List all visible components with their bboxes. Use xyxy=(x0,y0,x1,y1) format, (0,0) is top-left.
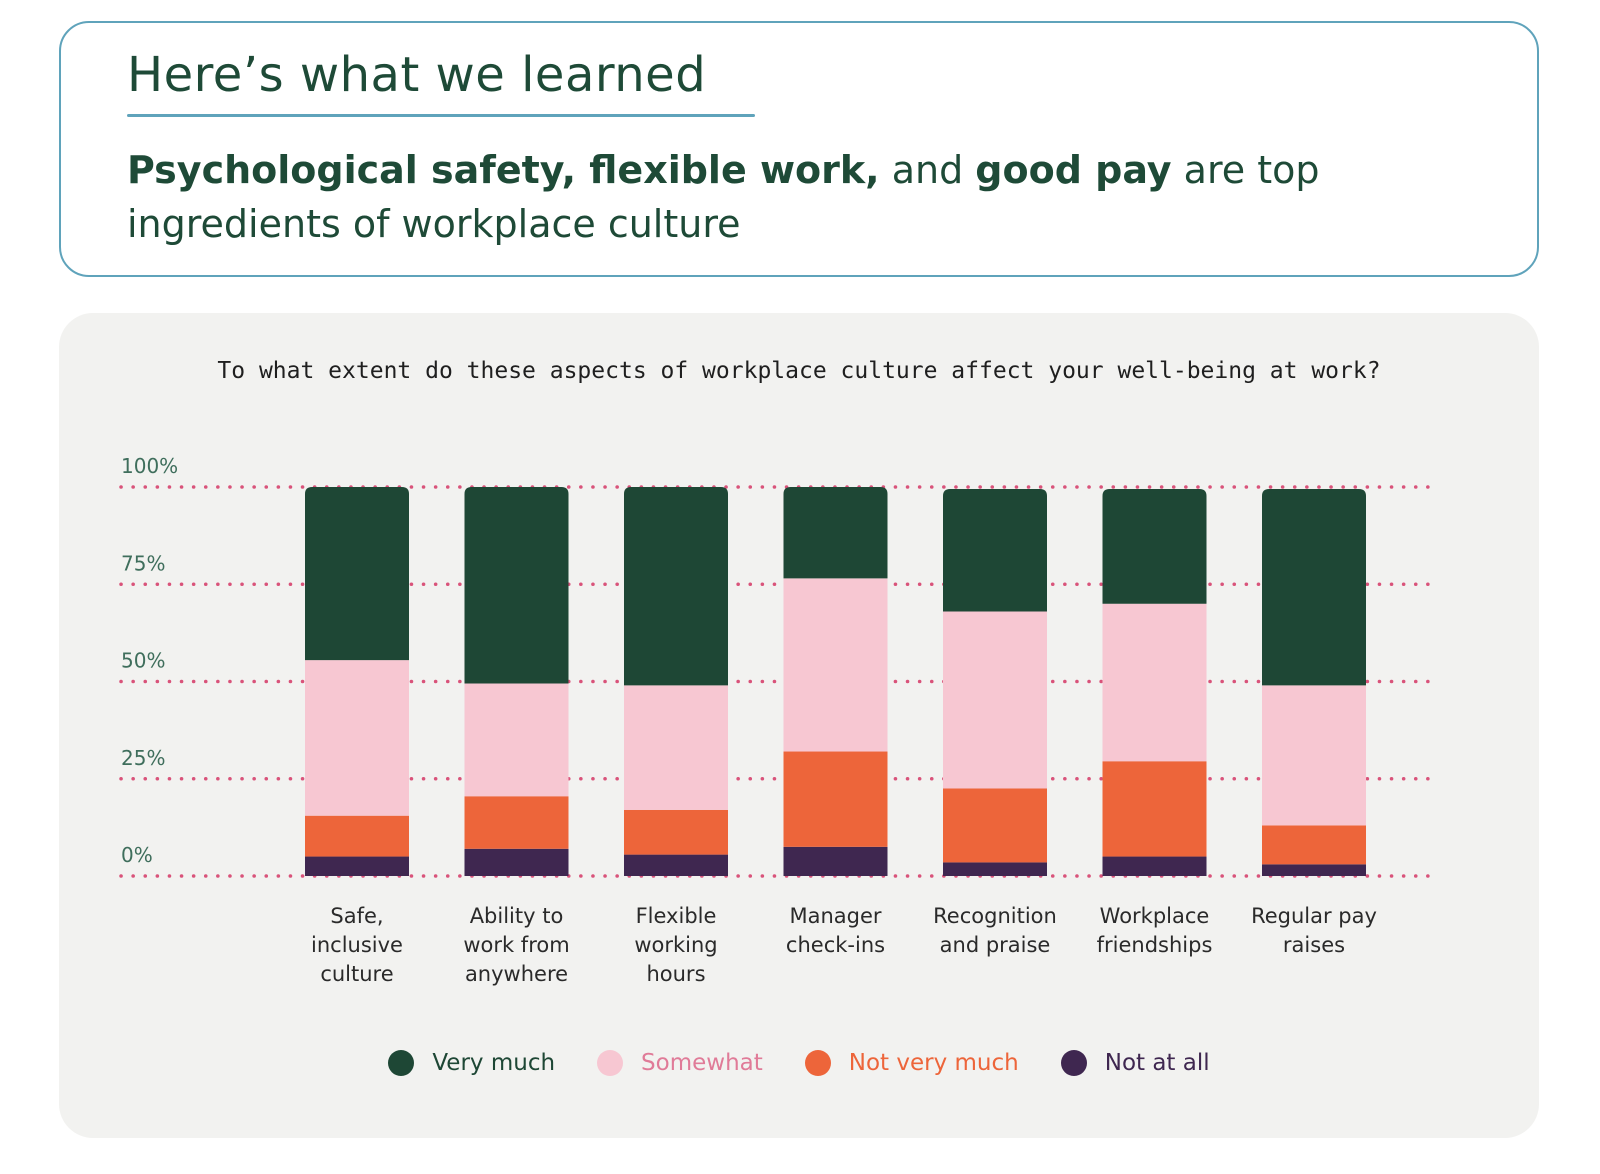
legend-label: Somewhat xyxy=(641,1050,763,1076)
page-subtitle: Psychological safety, flexible work, and… xyxy=(127,143,1537,251)
x-tick-label: Manager check-ins xyxy=(786,904,885,957)
bar-segment xyxy=(783,751,888,847)
legend-item: Very much xyxy=(388,1050,555,1076)
x-tick-label-line: Ability to xyxy=(470,904,564,928)
y-tick-label: 25% xyxy=(121,746,165,770)
x-tick-label-line: check-ins xyxy=(786,933,885,957)
chart-card: To what extent do these aspects of workp… xyxy=(59,313,1539,1138)
bar-segment xyxy=(1262,825,1366,865)
y-tick-label: 0% xyxy=(121,843,153,867)
x-tick-label: Regular pay raises xyxy=(1251,904,1377,957)
bar-segment xyxy=(624,487,728,686)
bar-segment xyxy=(464,848,569,876)
bar-segment xyxy=(624,809,728,855)
x-tick-label-line: working xyxy=(634,933,717,957)
bar-segment xyxy=(1102,488,1207,604)
x-tick-label-line: work from xyxy=(463,933,569,957)
bar-segment xyxy=(464,683,569,797)
x-tick-label-line: raises xyxy=(1283,933,1345,957)
x-tick-label-line: culture xyxy=(320,962,393,986)
bar-segment xyxy=(1102,761,1207,857)
bar-segment xyxy=(783,578,888,752)
legend-swatch xyxy=(388,1050,415,1076)
y-tick-label: 100% xyxy=(121,454,178,478)
bar-segment xyxy=(783,846,888,876)
bar-segment xyxy=(1262,864,1366,876)
legend-swatch xyxy=(1060,1050,1087,1076)
bar-segment xyxy=(783,487,888,579)
bar-segment xyxy=(624,854,728,876)
x-tick-label-line: friendships xyxy=(1097,933,1213,957)
header-card: Here’s what we learned Psychological saf… xyxy=(59,21,1539,277)
bar-segment xyxy=(1262,685,1366,826)
subtitle-regular-1: and xyxy=(879,148,976,192)
bar-segment xyxy=(1262,488,1366,686)
x-tick-label: Safe, inclusive culture xyxy=(311,904,403,986)
y-tick-label: 75% xyxy=(121,551,165,575)
x-tick-label: Recognition and praise xyxy=(933,904,1057,957)
stacked-bar-chart: 0% 25% 50% 75% 100% Safe, inclusive culture Abil… xyxy=(119,454,1433,986)
x-tick-label: Flexible working hours xyxy=(634,904,717,986)
legend-swatch xyxy=(597,1050,624,1076)
legend-label: Not at all xyxy=(1104,1050,1210,1076)
x-tick-label-line: hours xyxy=(646,962,705,986)
legend-label: Very much xyxy=(432,1050,556,1076)
x-tick-label-line: Flexible xyxy=(636,904,717,928)
subtitle-bold-1: Psychological safety, flexible work, xyxy=(127,148,880,192)
legend-item: Not very much xyxy=(804,1050,1019,1076)
bar-segment xyxy=(943,862,1047,876)
bar-segment xyxy=(943,488,1047,612)
bar-segment xyxy=(624,685,728,810)
legend-swatch xyxy=(804,1050,831,1076)
legend-item: Not at all xyxy=(1060,1050,1210,1076)
bar-segment xyxy=(305,856,409,876)
bar-segment xyxy=(305,487,409,661)
legend-item: Somewhat xyxy=(597,1050,763,1076)
bar-segment xyxy=(1102,603,1207,762)
y-tick-label: 50% xyxy=(121,649,165,673)
bar-segment xyxy=(464,487,569,684)
bar-segment xyxy=(943,611,1047,789)
x-tick-label-line: Safe, xyxy=(330,904,383,928)
bar-segment xyxy=(305,660,409,816)
chart-title: To what extent do these aspects of workp… xyxy=(217,358,1381,384)
x-tick-label-line: and praise xyxy=(940,933,1051,957)
x-tick-label-line: Workplace xyxy=(1100,904,1210,928)
title-underline xyxy=(127,114,755,117)
page-title: Here’s what we learned xyxy=(127,47,707,103)
subtitle-bold-2: good pay xyxy=(975,148,1172,192)
legend-label: Not very much xyxy=(848,1050,1019,1076)
x-tick-label-line: Manager xyxy=(789,904,881,928)
x-tick-label: Ability to work from anywhere xyxy=(463,904,569,986)
x-tick-label-line: Recognition xyxy=(933,904,1057,928)
x-tick-label-line: anywhere xyxy=(465,962,568,986)
x-tick-label-line: Regular pay xyxy=(1251,904,1377,928)
bar-segment xyxy=(943,788,1047,863)
x-tick-label-line: inclusive xyxy=(311,933,403,957)
x-tick-label: Workplace friendships xyxy=(1097,904,1213,957)
bar-segment xyxy=(464,796,569,849)
subtitle-regular-2: are top ingredients of workplace culture xyxy=(127,148,1320,246)
bar-segment xyxy=(305,815,409,857)
bar-segment xyxy=(1102,856,1207,876)
chart-legend: Very much Somewhat Not very much Not at all xyxy=(59,1050,1539,1076)
